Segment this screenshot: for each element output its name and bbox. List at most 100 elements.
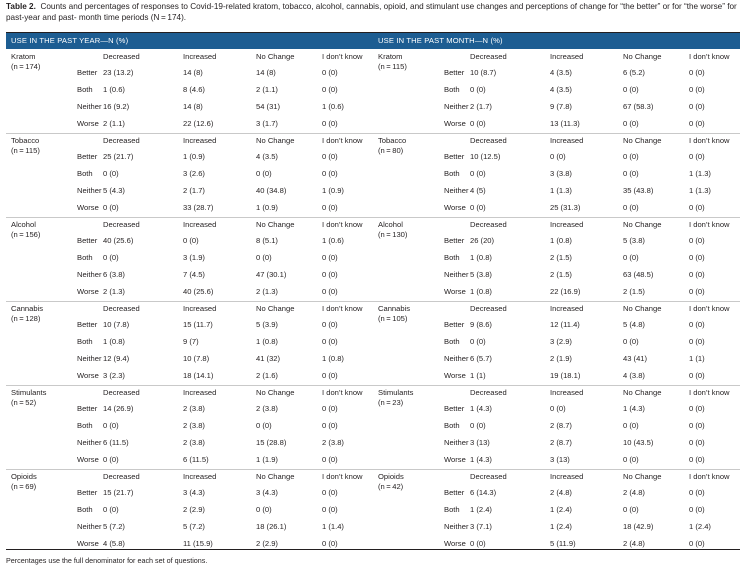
table-cell: 35 (43.8) [623, 186, 654, 195]
past-year-header: USE IN THE PAST YEAR—N (%) [6, 33, 373, 49]
table-cell: 16 (9.2) [103, 102, 130, 111]
table-cell: 0 (0) [256, 505, 272, 514]
table-cell: 0 (0) [322, 404, 338, 413]
row-label: Better [77, 152, 98, 161]
table-caption: Table 2. Counts and percentages of respo… [6, 2, 740, 23]
table-cell: 8 (4.6) [183, 85, 205, 94]
column-header: Decreased [470, 136, 507, 145]
row-label: Neither [444, 270, 469, 279]
table-cell: 0 (0) [689, 320, 705, 329]
substance-name: Cannabis [11, 304, 44, 313]
column-header: No Change [256, 304, 295, 313]
row-label: Worse [77, 119, 99, 128]
table-cell: 3 (4.3) [256, 488, 278, 497]
table-cell: 14 (8) [256, 68, 276, 77]
table-cell: 0 (0) [689, 68, 705, 77]
table-cell: 3 (2.3) [103, 371, 125, 380]
substance-n: (n = 80) [378, 146, 404, 155]
table-cell: 0 (0) [470, 337, 486, 346]
group-divider [6, 385, 373, 386]
row-label: Neither [444, 102, 469, 111]
table-cell: 0 (0) [689, 102, 705, 111]
table-cell: 0 (0) [689, 287, 705, 296]
table-cell: 1 (0.8) [322, 354, 344, 363]
table-cell: 14 (8) [183, 68, 203, 77]
table-cell: 3 (1.7) [256, 119, 278, 128]
table-cell: 2 (1.3) [256, 287, 278, 296]
column-header: I don’t know [322, 52, 363, 61]
table-cell: 0 (0) [322, 68, 338, 77]
substance-n: (n = 130) [378, 230, 408, 239]
table-cell: 4 (5.8) [103, 539, 125, 548]
table-cell: 2 (4.8) [623, 539, 645, 548]
table-cell: 0 (0) [689, 152, 705, 161]
row-label: Better [444, 68, 465, 77]
table-cell: 4 (3.5) [550, 85, 572, 94]
column-header: Increased [183, 136, 217, 145]
table-cell: 0 (0) [322, 270, 338, 279]
column-header: Decreased [470, 220, 507, 229]
table-cell: 2 (3.8) [322, 438, 344, 447]
substance-n: (n = 174) [11, 62, 41, 71]
table-cell: 0 (0) [322, 253, 338, 262]
row-label: Worse [444, 287, 466, 296]
table-cell: 1 (0.6) [322, 102, 344, 111]
substance-label: Kratom (n = 115) [378, 52, 407, 72]
table-cell: 0 (0) [689, 270, 705, 279]
substance-name: Tobacco [11, 136, 40, 145]
column-header: Decreased [103, 220, 140, 229]
month-group-stimulants: Stimulants (n = 23) Decreased Increased No C… [373, 385, 740, 469]
column-header: I don’t know [689, 136, 730, 145]
table-cell: 33 (28.7) [183, 203, 214, 212]
table-cell: 2 (1.1) [103, 119, 125, 128]
table-cell: 3 (1.9) [183, 253, 205, 262]
table-cell: 1 (0.9) [256, 203, 278, 212]
row-label: Worse [444, 455, 466, 464]
column-header: Decreased [470, 304, 507, 313]
column-header: Decreased [103, 472, 140, 481]
table-cell: 2 (3.8) [183, 438, 205, 447]
table-cell: 40 (34.8) [256, 186, 287, 195]
row-label: Better [77, 488, 98, 497]
table-cell: 0 (0) [322, 119, 338, 128]
column-header: No Change [623, 388, 662, 397]
row-label: Neither [77, 186, 102, 195]
table-cell: 2 (1.6) [256, 371, 278, 380]
substance-label: Alcohol (n = 130) [378, 220, 407, 240]
table-cell: 9 (7) [183, 337, 199, 346]
row-label: Neither [77, 354, 102, 363]
row-label: Both [444, 169, 460, 178]
table-cell: 1 (2.4) [689, 522, 711, 531]
table-cell: 0 (0) [623, 253, 639, 262]
row-label: Better [77, 320, 98, 329]
column-header: No Change [256, 220, 295, 229]
table-cell: 4 (3.5) [256, 152, 278, 161]
month-group-kratom: Kratom (n = 115) Decreased Increased No Chan… [373, 49, 740, 133]
table-cell: 0 (0) [470, 119, 486, 128]
substance-n: (n = 128) [11, 314, 41, 323]
year-group-tobacco: Tobacco (n = 115) Decreased Increased No Cha… [6, 133, 373, 217]
substance-label: Kratom (n = 174) [11, 52, 40, 72]
table-cell: 22 (16.9) [550, 287, 581, 296]
table-cell: 3 (2.6) [183, 169, 205, 178]
table-cell: 5 (4.8) [623, 320, 645, 329]
column-header: Increased [550, 304, 584, 313]
table-cell: 1 (4.3) [470, 404, 492, 413]
row-label: Both [77, 85, 93, 94]
column-header: I don’t know [322, 220, 363, 229]
table-cell: 2 (1.3) [103, 287, 125, 296]
table-cell: 10 (12.5) [470, 152, 501, 161]
group-divider [373, 301, 740, 302]
table-cell: 18 (14.1) [183, 371, 214, 380]
table-cell: 0 (0) [689, 421, 705, 430]
column-header: Decreased [470, 52, 507, 61]
year-group-stimulants: Stimulants (n = 52) Decreased Increased No C… [6, 385, 373, 469]
substance-label: Opioids (n = 42) [378, 472, 404, 492]
column-header: No Change [256, 388, 295, 397]
table-cell: 18 (26.1) [256, 522, 287, 531]
group-divider [373, 385, 740, 386]
table-cell: 0 (0) [689, 438, 705, 447]
table-cell: 15 (28.8) [256, 438, 287, 447]
row-label: Neither [77, 438, 102, 447]
table-cell: 2 (4.8) [623, 488, 645, 497]
